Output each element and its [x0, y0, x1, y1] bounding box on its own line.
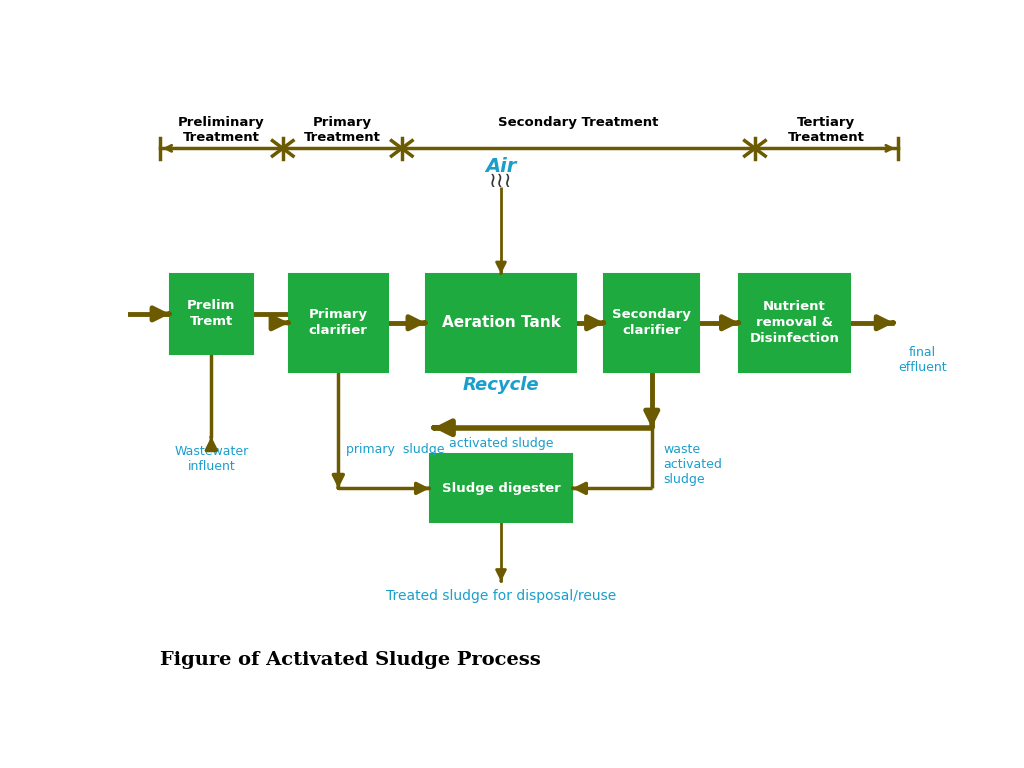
Text: Sludge digester: Sludge digester [441, 482, 560, 495]
Text: final
effluent: final effluent [898, 346, 946, 375]
FancyBboxPatch shape [426, 274, 577, 372]
Text: Preliminary
Treatment: Preliminary Treatment [178, 116, 264, 144]
Text: Figure of Activated Sludge Process: Figure of Activated Sludge Process [160, 650, 541, 669]
FancyBboxPatch shape [170, 274, 253, 354]
Text: waste
activated
sludge: waste activated sludge [664, 443, 723, 486]
Text: Recycle: Recycle [463, 376, 540, 394]
Text: Tertiary
Treatment: Tertiary Treatment [787, 116, 865, 144]
Text: primary  sludge: primary sludge [346, 443, 444, 456]
FancyBboxPatch shape [289, 274, 388, 372]
Text: Nutrient
removal &
Disinfection: Nutrient removal & Disinfection [750, 300, 840, 346]
FancyBboxPatch shape [430, 455, 572, 522]
FancyBboxPatch shape [604, 274, 699, 372]
Text: Treated sludge for disposal/reuse: Treated sludge for disposal/reuse [386, 588, 616, 603]
FancyBboxPatch shape [739, 274, 850, 372]
Text: Air: Air [485, 157, 517, 176]
Text: Secondary
clarifier: Secondary clarifier [612, 308, 691, 337]
Text: Primary
Treatment: Primary Treatment [304, 116, 381, 144]
Text: Prelim
Tremt: Prelim Tremt [187, 300, 236, 329]
Text: ≀≀≀: ≀≀≀ [489, 170, 513, 191]
Text: Wastewater
influent: Wastewater influent [174, 445, 249, 474]
Text: Primary
clarifier: Primary clarifier [309, 308, 368, 337]
Text: activated sludge: activated sludge [449, 437, 553, 449]
Text: Secondary Treatment: Secondary Treatment [499, 116, 658, 129]
Text: Aeration Tank: Aeration Tank [441, 316, 560, 330]
